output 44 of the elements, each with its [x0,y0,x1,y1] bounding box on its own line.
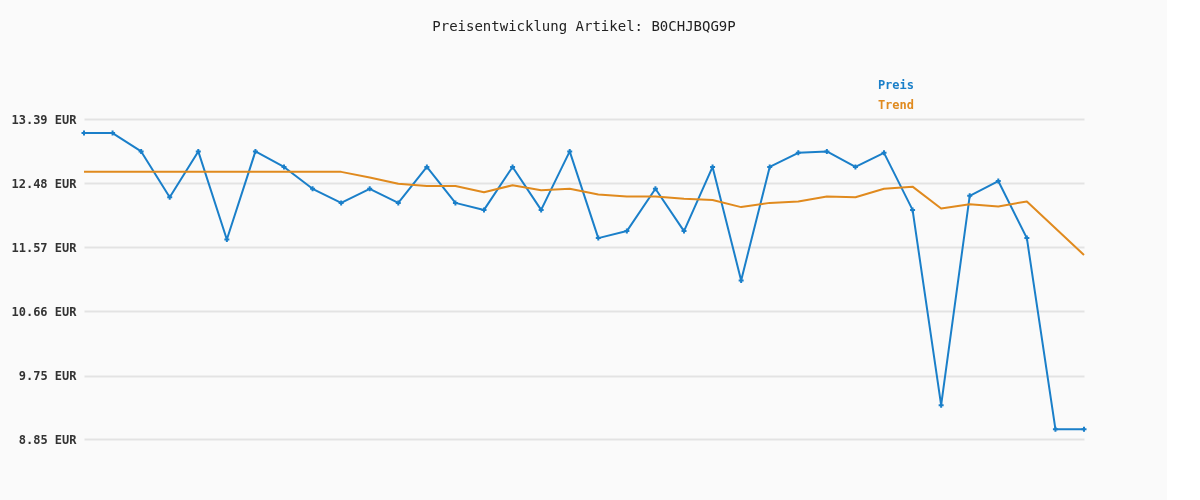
point [938,402,944,408]
point [595,235,601,241]
point [910,207,916,213]
point [338,200,344,206]
point [195,148,201,154]
point [538,207,544,213]
y-tick-label: 13.39 EUR [11,112,78,127]
point [110,130,116,136]
point [795,150,801,156]
point [738,277,744,283]
point [710,164,716,170]
point [681,228,687,234]
point [252,148,258,154]
point [167,194,173,200]
point [567,148,573,154]
chart-title: Preisentwicklung Artikel: B0CHJBQG9P [432,18,736,34]
point [452,200,458,206]
point [424,164,430,170]
point [852,164,858,170]
y-tick-label: 10.66 EUR [11,304,78,319]
point [824,148,830,154]
point [1081,426,1087,432]
point [138,148,144,154]
y-tick-label: 11.57 EUR [11,240,78,255]
point [481,207,487,213]
point [281,164,287,170]
text: Trend [877,98,914,112]
point [395,200,401,206]
point [624,228,630,234]
point [881,150,887,156]
y-tick-label: 8.85 EUR [18,432,78,447]
point [1052,426,1058,432]
point [967,193,973,199]
point [652,186,658,192]
point [767,164,773,170]
y-tick-label: 9.75 EUR [18,369,78,384]
point [367,186,373,192]
point [1024,235,1030,241]
point [224,237,230,243]
y-tick-label: 12.48 EUR [11,176,78,191]
point [510,164,516,170]
text: Preis [877,78,914,92]
point [995,178,1001,184]
point [310,186,316,192]
